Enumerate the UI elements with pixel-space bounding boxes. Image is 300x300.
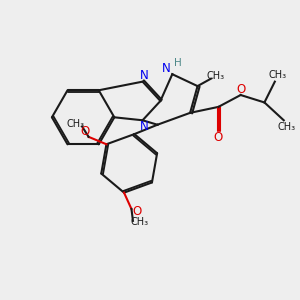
Text: CH₃: CH₃ xyxy=(66,119,84,129)
Text: N: N xyxy=(140,69,148,82)
Text: CH₃: CH₃ xyxy=(268,70,286,80)
Text: O: O xyxy=(133,206,142,218)
Text: O: O xyxy=(80,125,90,138)
Text: O: O xyxy=(237,82,246,96)
Text: H: H xyxy=(174,58,182,68)
Text: O: O xyxy=(214,131,223,144)
Text: CH₃: CH₃ xyxy=(206,71,224,81)
Text: N: N xyxy=(161,62,170,75)
Text: CH₃: CH₃ xyxy=(277,122,295,132)
Text: N: N xyxy=(140,120,148,133)
Text: CH₃: CH₃ xyxy=(131,218,149,227)
